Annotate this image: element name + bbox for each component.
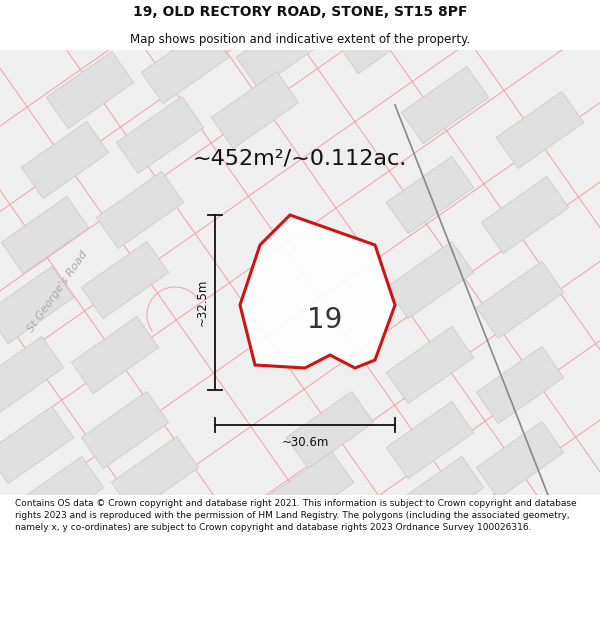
Polygon shape [97, 171, 184, 249]
Text: St George's Road: St George's Road [26, 249, 90, 334]
Polygon shape [46, 51, 134, 129]
Polygon shape [397, 456, 484, 534]
Polygon shape [476, 261, 563, 339]
Polygon shape [16, 456, 104, 534]
Polygon shape [112, 436, 199, 514]
Text: ~452m²/~0.112ac.: ~452m²/~0.112ac. [193, 148, 407, 168]
Text: ~30.6m: ~30.6m [281, 436, 329, 449]
Polygon shape [240, 215, 395, 368]
Polygon shape [142, 26, 229, 104]
Text: ~32.5m: ~32.5m [196, 279, 209, 326]
Polygon shape [496, 91, 584, 169]
Text: Contains OS data © Crown copyright and database right 2021. This information is : Contains OS data © Crown copyright and d… [15, 499, 577, 531]
Polygon shape [71, 316, 158, 394]
Polygon shape [82, 241, 169, 319]
Polygon shape [82, 391, 169, 469]
Text: 19, OLD RECTORY ROAD, STONE, ST15 8PF: 19, OLD RECTORY ROAD, STONE, ST15 8PF [133, 6, 467, 19]
Text: 19: 19 [307, 306, 343, 334]
Polygon shape [0, 406, 74, 484]
Polygon shape [266, 451, 353, 529]
Polygon shape [337, 0, 424, 74]
Polygon shape [386, 156, 473, 234]
Text: Map shows position and indicative extent of the property.: Map shows position and indicative extent… [130, 32, 470, 46]
Polygon shape [386, 326, 473, 404]
Polygon shape [22, 121, 109, 199]
Polygon shape [401, 66, 488, 144]
Polygon shape [1, 196, 89, 274]
Polygon shape [476, 421, 563, 499]
Polygon shape [386, 401, 473, 479]
Polygon shape [481, 176, 569, 254]
Polygon shape [286, 391, 374, 469]
Polygon shape [211, 71, 299, 149]
Polygon shape [236, 11, 323, 89]
Polygon shape [476, 346, 563, 424]
Polygon shape [386, 241, 473, 319]
Polygon shape [116, 96, 203, 174]
Polygon shape [0, 266, 74, 344]
Polygon shape [0, 336, 64, 414]
